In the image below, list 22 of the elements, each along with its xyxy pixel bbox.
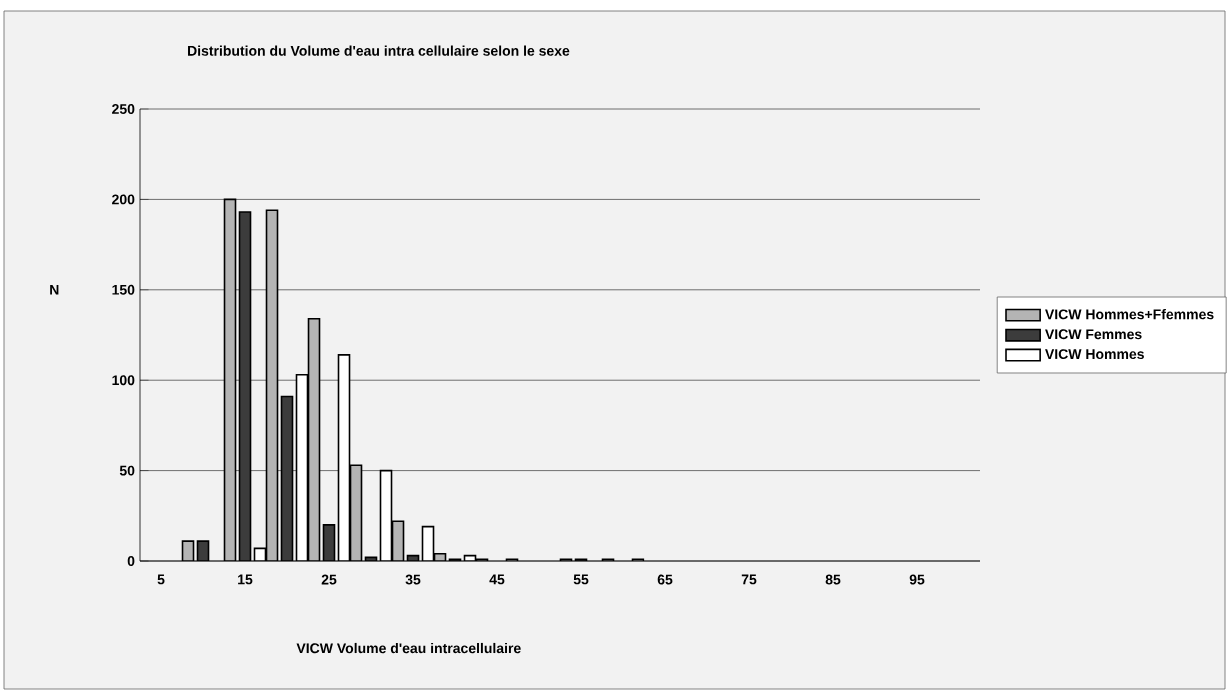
y-tick-label: 100	[112, 375, 135, 386]
y-tick-label: 150	[112, 284, 135, 295]
legend-label: VICW Hommes	[1045, 349, 1144, 360]
x-tick-label: 65	[657, 574, 673, 585]
x-tick-label: 55	[573, 574, 589, 585]
y-tick-label: 0	[127, 556, 135, 566]
y-tick-label: 200	[112, 194, 135, 205]
chart-title: Distribution du Volume d'eau intra cellulaire selon le sexe	[188, 45, 570, 56]
x-tick-label: 15	[238, 574, 253, 585]
x-tick-label: 5	[157, 574, 165, 585]
legend-label: VICW Hommes+Ffemmes	[1045, 309, 1214, 320]
y-tick-label: 50	[119, 465, 135, 476]
y-tick-label: 250	[112, 104, 135, 114]
legend-label: VICW Femmes	[1045, 329, 1142, 340]
x-axis-title: VICW Volume d'eau intracellulaire	[296, 642, 521, 654]
x-tick-label: 85	[825, 574, 841, 585]
x-tick-label: 75	[741, 574, 757, 585]
x-tick-label: 35	[405, 574, 421, 585]
y-axis-title: N	[50, 284, 59, 295]
x-tick-label: 95	[909, 574, 925, 585]
x-tick-label: 45	[489, 574, 505, 585]
x-tick-label: 25	[321, 574, 337, 585]
